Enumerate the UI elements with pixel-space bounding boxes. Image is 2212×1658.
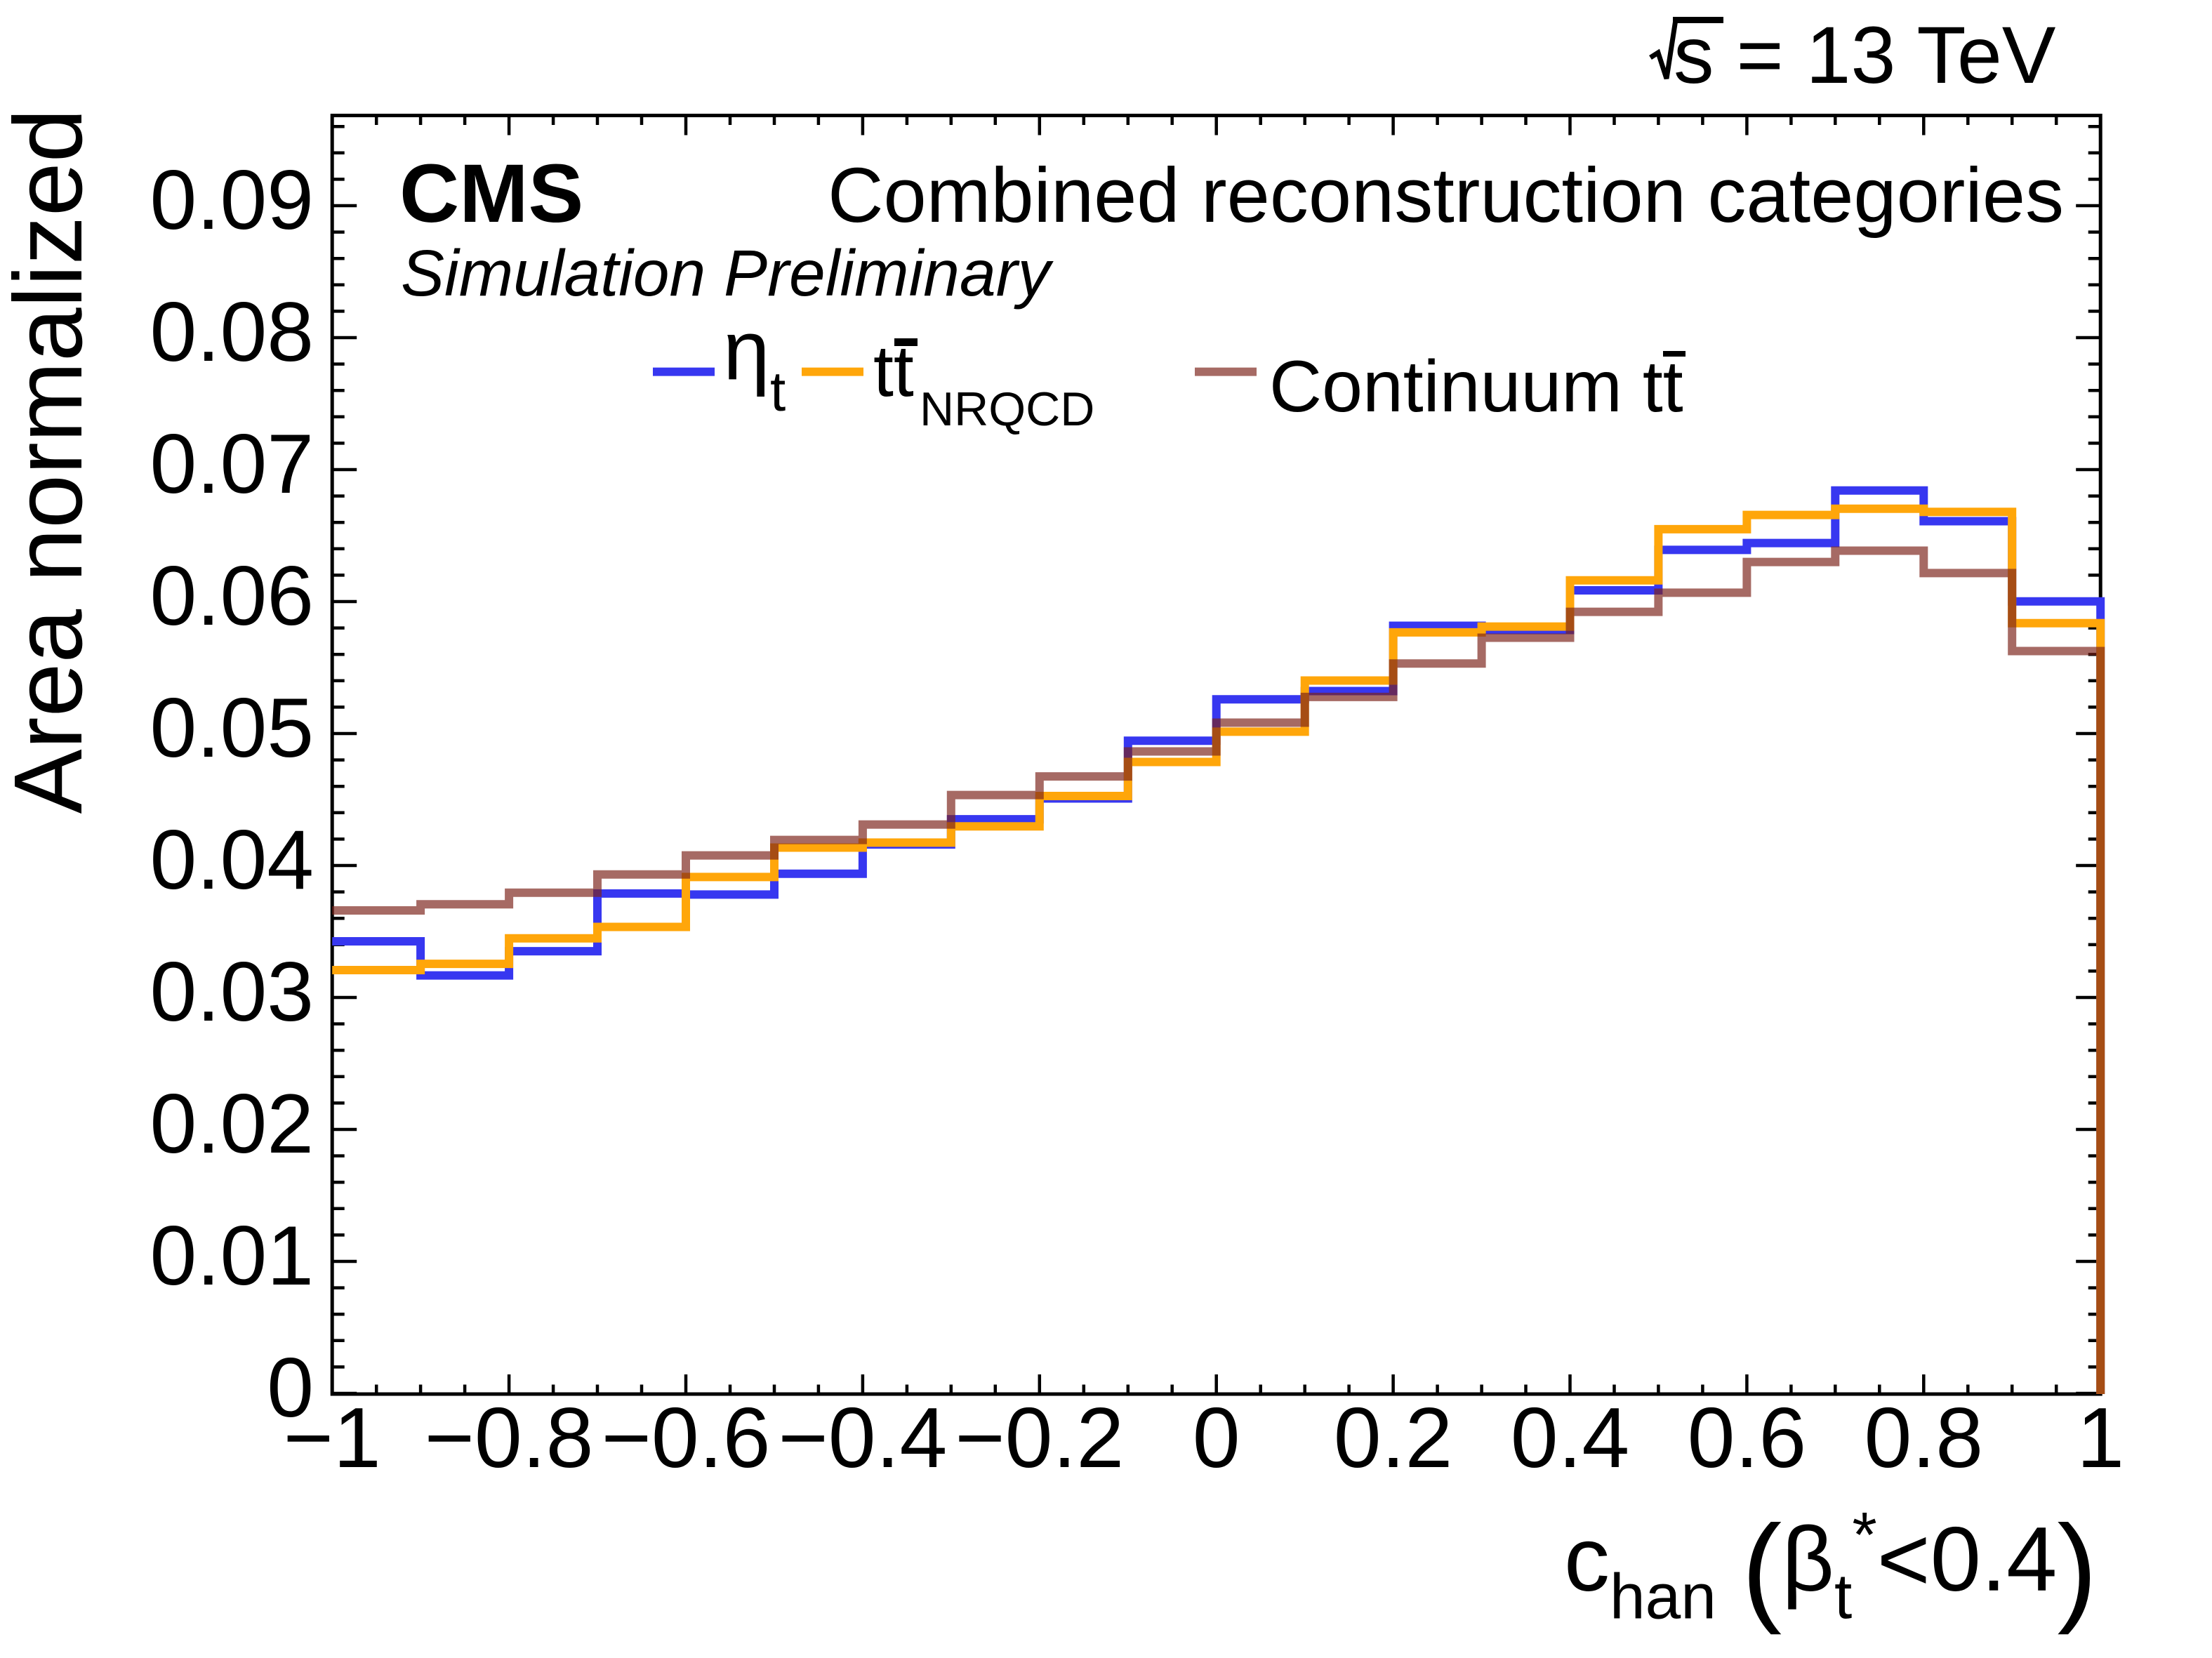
svg-text:CMS: CMS — [399, 147, 583, 240]
svg-text:0.06: 0.06 — [150, 549, 314, 643]
svg-text:0.09: 0.09 — [150, 153, 314, 247]
svg-text:0.04: 0.04 — [150, 813, 314, 907]
svg-text:Simulation Preliminary: Simulation Preliminary — [401, 237, 1054, 310]
svg-text:0: 0 — [267, 1341, 314, 1435]
svg-text:1: 1 — [2077, 1390, 2124, 1485]
svg-text:Continuum tt: Continuum tt — [1269, 346, 1683, 427]
svg-text:0.01: 0.01 — [150, 1209, 314, 1303]
svg-text:η: η — [723, 303, 770, 397]
svg-text:NRQCD: NRQCD — [920, 383, 1094, 436]
svg-text:t: t — [770, 360, 786, 423]
svg-text:Combined reconstruction catego: Combined reconstruction categories — [828, 152, 2064, 239]
svg-text:0.6: 0.6 — [1688, 1390, 1807, 1485]
svg-text:0.8: 0.8 — [1864, 1390, 1983, 1485]
svg-text:0: 0 — [1193, 1390, 1240, 1485]
svg-text:−0.8: −0.8 — [425, 1390, 594, 1485]
svg-text:−0.2: −0.2 — [955, 1390, 1124, 1485]
svg-text:0.03: 0.03 — [150, 945, 314, 1039]
svg-text:0.4: 0.4 — [1511, 1390, 1630, 1485]
svg-text:0.2: 0.2 — [1334, 1390, 1453, 1485]
svg-text:Area normalized: Area normalized — [0, 109, 102, 814]
svg-text:0.07: 0.07 — [150, 417, 314, 511]
svg-text:−1: −1 — [284, 1390, 381, 1485]
svg-text:0.08: 0.08 — [150, 285, 314, 379]
svg-text:−0.6: −0.6 — [602, 1390, 771, 1485]
svg-text:s = 13 TeV: s = 13 TeV — [1674, 11, 2056, 100]
svg-text:0.05: 0.05 — [150, 681, 314, 775]
svg-text:0.02: 0.02 — [150, 1077, 314, 1171]
svg-text:−0.4: −0.4 — [778, 1390, 947, 1485]
